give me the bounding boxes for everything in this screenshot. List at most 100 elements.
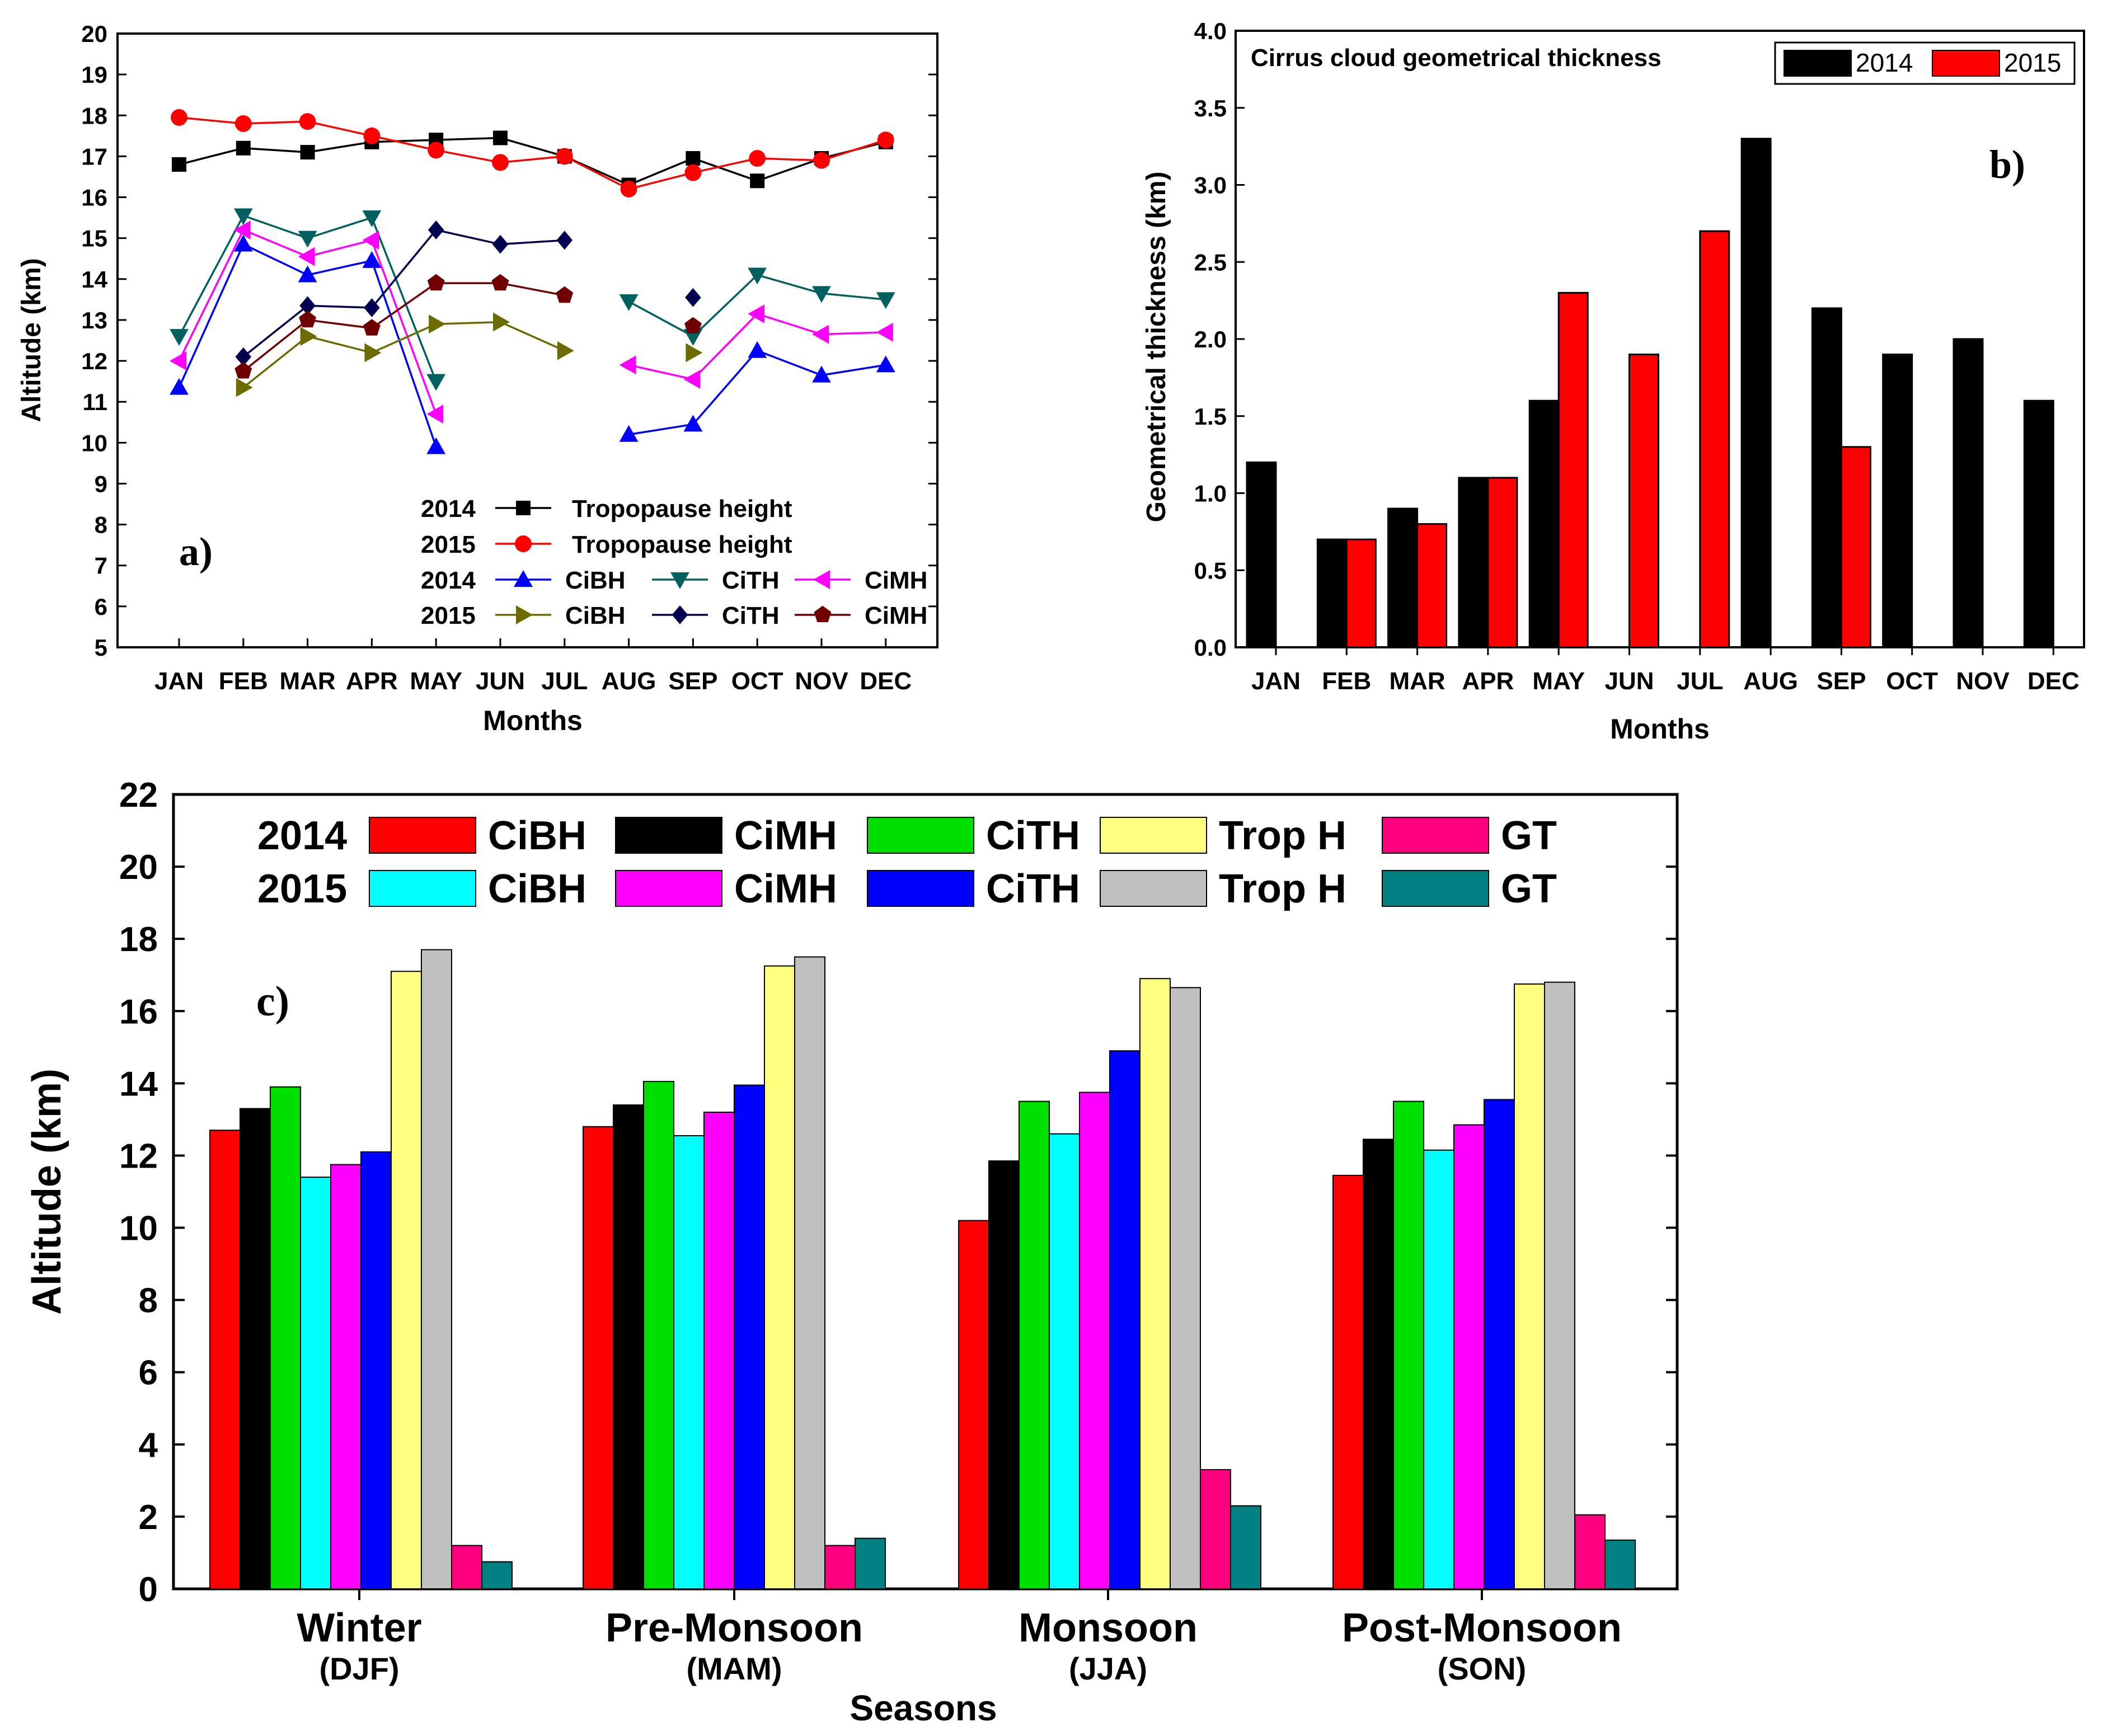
- a-series-line: [242, 321, 565, 388]
- c-y-tick-label: 10: [119, 1210, 158, 1248]
- a-data-point: [233, 220, 251, 239]
- c-bar: [643, 1081, 674, 1589]
- c-y-tick-label: 12: [119, 1137, 158, 1175]
- a-legend-label: Tropopause height: [572, 531, 792, 558]
- b-bar: [1246, 461, 1277, 648]
- c-bar: [583, 1126, 614, 1590]
- b-legend-label: 2015: [2004, 48, 2061, 77]
- b-bar: [1840, 446, 1871, 648]
- panel-b-label: b): [1989, 142, 2025, 187]
- b-x-tick-label: SEP: [1817, 667, 1866, 695]
- a-legend-marker: [516, 605, 533, 624]
- c-y-tick-label: 0: [139, 1570, 158, 1609]
- a-data-point: [619, 355, 636, 375]
- a-legend-label: CiTH: [722, 567, 780, 594]
- b-bar: [1699, 230, 1730, 648]
- c-bar: [391, 971, 422, 1589]
- a-data-point: [363, 127, 381, 144]
- c-legend-label: Trop H: [1219, 813, 1346, 858]
- c-bar: [1484, 1099, 1515, 1589]
- a-data-point: [236, 140, 251, 156]
- a-x-tick-label: SEP: [668, 667, 717, 695]
- a-y-tick-label: 6: [95, 594, 107, 620]
- panel-c-legend: 2014 2015 CiBH CiMH CiTH Trop H GT CiBH CiMH CiTH…: [257, 813, 1557, 911]
- a-legend-label: CiBH: [565, 602, 626, 629]
- a-data-point: [362, 210, 382, 227]
- a-legend-year: 2015: [421, 531, 476, 558]
- a-data-point: [556, 286, 574, 303]
- a-y-tick-label: 8: [95, 512, 107, 538]
- a-data-point: [876, 292, 895, 309]
- a-series-line: [179, 116, 886, 190]
- c-legend-label: Trop H: [1219, 867, 1346, 911]
- c-bar: [451, 1545, 482, 1589]
- c-y-tick-label: 6: [139, 1354, 158, 1392]
- a-data-point: [363, 319, 381, 336]
- a-data-point: [298, 230, 317, 248]
- b-bar: [1316, 538, 1348, 648]
- a-data-point: [619, 294, 639, 311]
- b-x-tick-label: APR: [1462, 667, 1514, 695]
- a-data-point: [426, 374, 446, 391]
- c-legend-swatch: [867, 817, 974, 854]
- c-bar: [1423, 1149, 1454, 1589]
- c-y-tick-label: 20: [119, 848, 158, 887]
- a-legend-marker: [514, 570, 533, 587]
- c-legend-swatch: [1382, 817, 1489, 854]
- c-bar: [1453, 1124, 1485, 1590]
- b-y-tick-label: 3.5: [1194, 95, 1227, 121]
- a-data-point: [298, 247, 315, 266]
- c-legend-label: GT: [1501, 867, 1557, 911]
- a-legend-marker: [814, 605, 832, 623]
- b-y-tick-label: 1.5: [1194, 403, 1227, 430]
- c-x-category-label: Winter: [297, 1606, 421, 1650]
- a-data-point: [620, 180, 637, 197]
- a-legend-label: Tropopause height: [572, 495, 792, 523]
- a-data-point: [684, 164, 702, 181]
- a-y-tick-label: 7: [95, 553, 107, 579]
- a-data-point: [170, 329, 189, 346]
- a-data-point: [748, 304, 765, 323]
- c-y-tick-label: 14: [119, 1065, 158, 1103]
- b-x-tick-label: NOV: [1956, 667, 2010, 695]
- c-bar: [1332, 1174, 1364, 1590]
- b-bar: [1528, 399, 1560, 648]
- a-legend-label: CiTH: [722, 602, 780, 629]
- panel-a-line-chart: 5 6 7 8 9 10 11 12 13 14 15 16 17 18 19 20 JAN FEB MAR APR…: [17, 21, 938, 736]
- a-data-point: [428, 142, 445, 159]
- a-data-point: [429, 314, 446, 334]
- c-legend-swatch: [615, 817, 722, 854]
- c-bar: [1200, 1469, 1231, 1589]
- a-legend-marker: [813, 570, 830, 589]
- a-data-point: [556, 148, 573, 165]
- a-data-point: [234, 362, 252, 379]
- a-data-point: [748, 267, 767, 285]
- a-x-tick-label: OCT: [731, 667, 783, 695]
- b-bar: [1557, 291, 1589, 648]
- b-x-tick-label: OCT: [1886, 667, 1938, 695]
- b-bar: [1416, 523, 1448, 648]
- b-y-tick-label: 3.0: [1194, 172, 1227, 199]
- c-bar: [330, 1164, 362, 1589]
- c-bar: [1230, 1505, 1261, 1589]
- a-data-point: [298, 265, 317, 283]
- a-y-tick-label: 12: [81, 348, 107, 374]
- panel-c-x-axis-title: Seasons: [850, 1688, 997, 1728]
- a-data-point: [877, 131, 894, 149]
- panel-a-y-axis-title: Altitude (km): [17, 258, 46, 422]
- c-legend-swatch: [369, 817, 476, 854]
- a-legend-marker: [670, 572, 689, 589]
- a-data-point: [876, 322, 893, 342]
- a-data-point: [235, 347, 252, 366]
- c-legend-label: CiBH: [488, 867, 586, 911]
- a-x-tick-label: NOV: [795, 667, 848, 695]
- a-series-line: [628, 349, 886, 436]
- a-data-point: [170, 351, 186, 370]
- panel-b-legend: 2014 2015: [1774, 41, 2076, 85]
- a-data-point: [426, 404, 444, 424]
- a-y-tick-label: 19: [81, 62, 107, 88]
- b-bar: [1740, 138, 1772, 648]
- b-bar: [1953, 338, 1984, 648]
- a-x-tick-label: AUG: [602, 667, 656, 695]
- panel-b-x-axis-title: Months: [1610, 713, 1710, 745]
